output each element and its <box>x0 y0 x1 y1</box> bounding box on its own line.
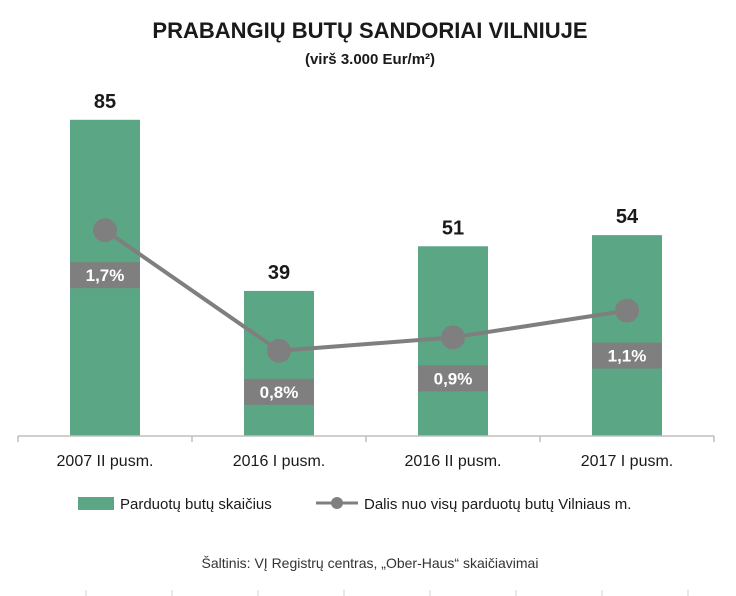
x-tick-label: 2017 I pusm. <box>581 453 674 470</box>
line-path <box>103 228 628 353</box>
legend-label-bar: Parduotų butų skaičius <box>120 496 272 513</box>
chart-subtitle: (virš 3.000 Eur/m²) <box>305 51 435 68</box>
line-value-label: 1,7% <box>86 266 125 285</box>
line-marker <box>441 325 465 350</box>
legend: Parduotų butų skaičius Dalis nuo visų pa… <box>78 496 631 513</box>
bar-value-label: 39 <box>268 262 290 284</box>
x-axis-ticks <box>17 436 715 442</box>
bar-value-label: 85 <box>94 91 116 113</box>
line-series: 1,7% 0,8% 0,9% 1,1% <box>70 218 662 405</box>
source-note: Šaltinis: VĮ Registrų centras, „Ober-Hau… <box>202 555 539 571</box>
chart-title: PRABANGIŲ BUTŲ SANDORIAI VILNIUJE <box>152 18 587 43</box>
line-value-label: 0,8% <box>260 383 299 402</box>
x-tick-label: 2016 II pusm. <box>405 453 502 470</box>
x-axis-labels: 2007 II pusm. 2016 I pusm. 2016 II pusm. 20… <box>57 453 674 470</box>
bar-value-label: 54 <box>616 206 639 228</box>
bottom-dashes <box>85 590 689 596</box>
bar-series: 85 39 51 54 <box>70 91 662 437</box>
line-marker <box>93 218 117 243</box>
line-value-label: 0,9% <box>434 369 473 388</box>
bar-value-label: 51 <box>442 217 464 239</box>
x-tick-label: 2007 II pusm. <box>57 453 154 470</box>
x-tick-label: 2016 I pusm. <box>233 453 326 470</box>
legend-label-line: Dalis nuo visų parduotų butų Vilniaus m. <box>364 496 631 513</box>
line-marker <box>615 298 639 323</box>
line-value-box <box>70 262 140 289</box>
legend-swatch-marker <box>331 497 343 509</box>
line-value-box <box>592 342 662 369</box>
line-value-box <box>244 378 314 405</box>
legend-swatch-bar <box>78 497 114 510</box>
line-value-label: 1,1% <box>608 347 647 366</box>
bar <box>244 290 314 436</box>
bar <box>592 235 662 436</box>
line-marker <box>267 338 291 363</box>
line-value-box <box>418 365 488 392</box>
